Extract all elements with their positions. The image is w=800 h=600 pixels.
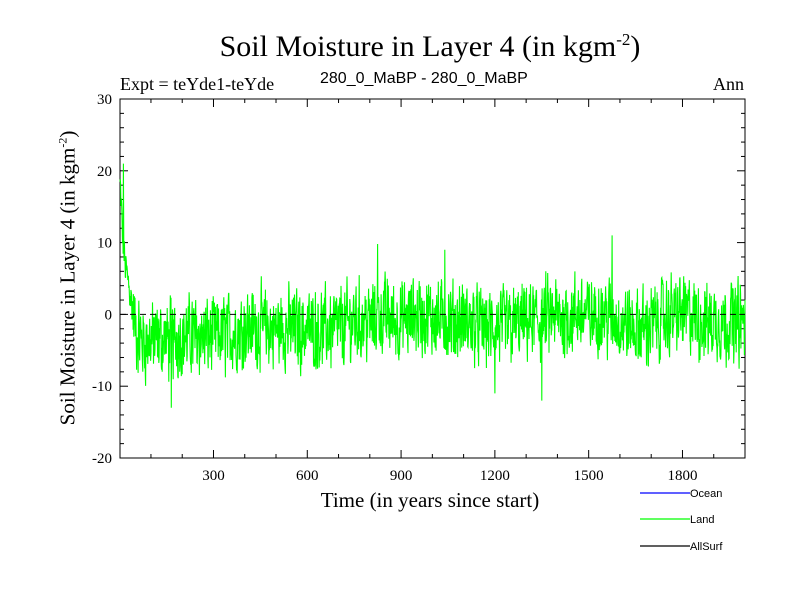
x-tick-label: 900 bbox=[390, 468, 413, 484]
x-tick-label: 1500 bbox=[574, 468, 604, 484]
experiment-label: Expt = teYde1-teYde bbox=[120, 74, 275, 94]
x-tick-label: 600 bbox=[296, 468, 319, 484]
legend-label-ocean: Ocean bbox=[690, 488, 722, 500]
y-tick-label: -10 bbox=[92, 379, 112, 395]
y-tick-label: -20 bbox=[92, 451, 112, 467]
y-tick-label: 0 bbox=[105, 307, 113, 323]
period-label: 280_0_MaBP - 280_0_MaBP bbox=[320, 70, 528, 87]
chart-title: Soil Moisture in Layer 4 (in kgm-2) bbox=[219, 30, 641, 63]
x-tick-label: 300 bbox=[202, 468, 225, 484]
legend-label-allsurf: AllSurf bbox=[690, 541, 723, 553]
plot-frame bbox=[119, 98, 746, 459]
y-tick-label: 10 bbox=[97, 236, 112, 252]
y-tick-label: 30 bbox=[97, 92, 112, 108]
land-series-line bbox=[119, 163, 746, 408]
season-label: Ann bbox=[713, 74, 744, 94]
x-axis-label: Time (in years since start) bbox=[320, 488, 540, 512]
y-tick-label: 20 bbox=[97, 164, 112, 180]
x-tick-label: 1200 bbox=[480, 468, 510, 484]
legend-label-land: Land bbox=[690, 514, 714, 526]
x-tick-label: 1800 bbox=[667, 468, 697, 484]
